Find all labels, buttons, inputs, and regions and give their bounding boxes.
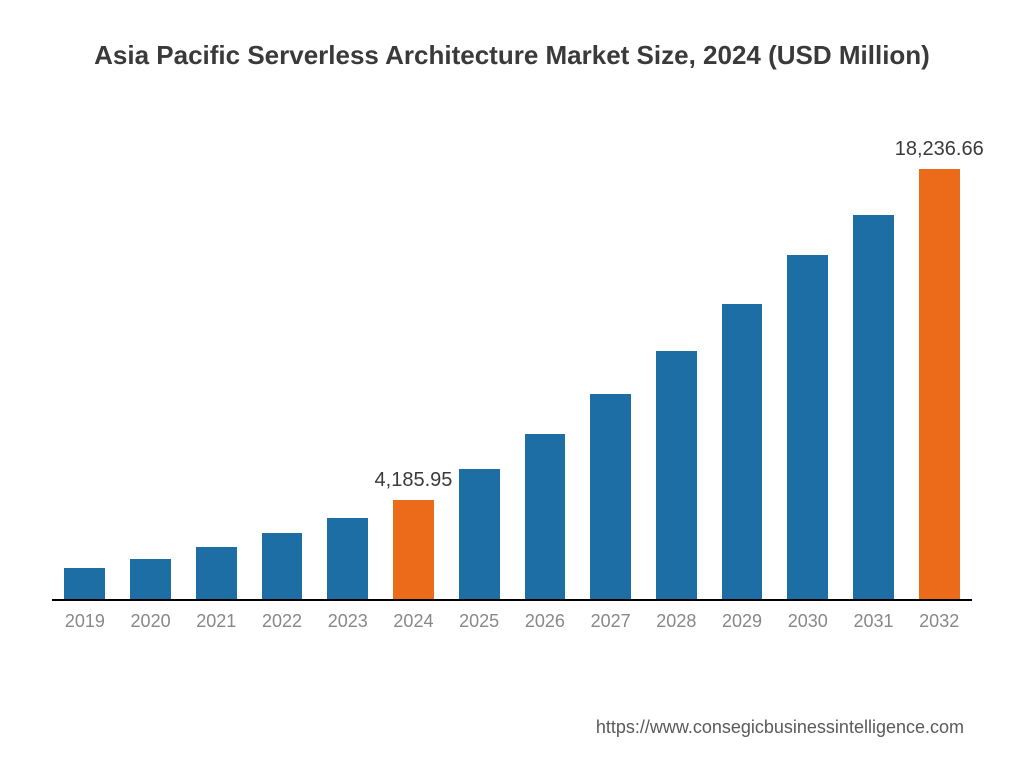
bar	[787, 255, 828, 599]
x-axis-label: 2026	[512, 601, 578, 641]
bar	[459, 469, 500, 599]
bar	[64, 568, 105, 599]
chart-wrap: 4,185.9518,236.66 2019202020212022202320…	[32, 121, 992, 641]
bar-slot: 4,185.95	[381, 151, 447, 599]
chart-container: Asia Pacific Serverless Architecture Mar…	[0, 0, 1024, 768]
bar	[130, 559, 171, 599]
chart-plot-area: 4,185.95 18,236.66	[52, 151, 972, 601]
x-axis-label: 2019	[52, 601, 118, 641]
source-url: https://www.consegicbusinessintelligence…	[596, 717, 964, 738]
bar-slot	[315, 151, 381, 599]
bar	[525, 434, 566, 599]
bar-value-label: 4,185.95	[375, 469, 453, 492]
x-axis-label: 2022	[249, 601, 315, 641]
bar-slot	[118, 151, 184, 599]
bar-slot	[446, 151, 512, 599]
bar-slot	[709, 151, 775, 599]
bar	[590, 394, 631, 599]
bar-slot	[775, 151, 841, 599]
bar-slot	[512, 151, 578, 599]
bar-slot	[578, 151, 644, 599]
bar-slot	[183, 151, 249, 599]
bars-group: 4,185.95 18,236.66	[52, 151, 972, 599]
bar	[722, 304, 763, 599]
bar-slot	[249, 151, 315, 599]
x-axis-label: 2032	[906, 601, 972, 641]
x-axis-label: 2028	[643, 601, 709, 641]
bar-slot	[643, 151, 709, 599]
bar	[327, 518, 368, 599]
x-axis-labels: 2019202020212022202320242025202620272028…	[52, 601, 972, 641]
x-axis-label: 2025	[446, 601, 512, 641]
bar-slot	[52, 151, 118, 599]
bar	[196, 547, 237, 599]
x-axis-label: 2023	[315, 601, 381, 641]
x-axis-label: 2021	[183, 601, 249, 641]
x-axis-label: 2020	[118, 601, 184, 641]
bar	[262, 533, 303, 599]
chart-title: Asia Pacific Serverless Architecture Mar…	[30, 40, 994, 71]
bar	[919, 169, 960, 599]
bar	[656, 351, 697, 599]
x-axis-label: 2027	[578, 601, 644, 641]
x-axis-label: 2029	[709, 601, 775, 641]
x-axis-label: 2031	[841, 601, 907, 641]
bar-slot: 18,236.66	[906, 151, 972, 599]
bar-value-label: 18,236.66	[895, 138, 984, 161]
bar	[393, 500, 434, 599]
bar	[853, 215, 894, 599]
x-axis-label: 2030	[775, 601, 841, 641]
bar-slot	[841, 151, 907, 599]
x-axis-label: 2024	[381, 601, 447, 641]
